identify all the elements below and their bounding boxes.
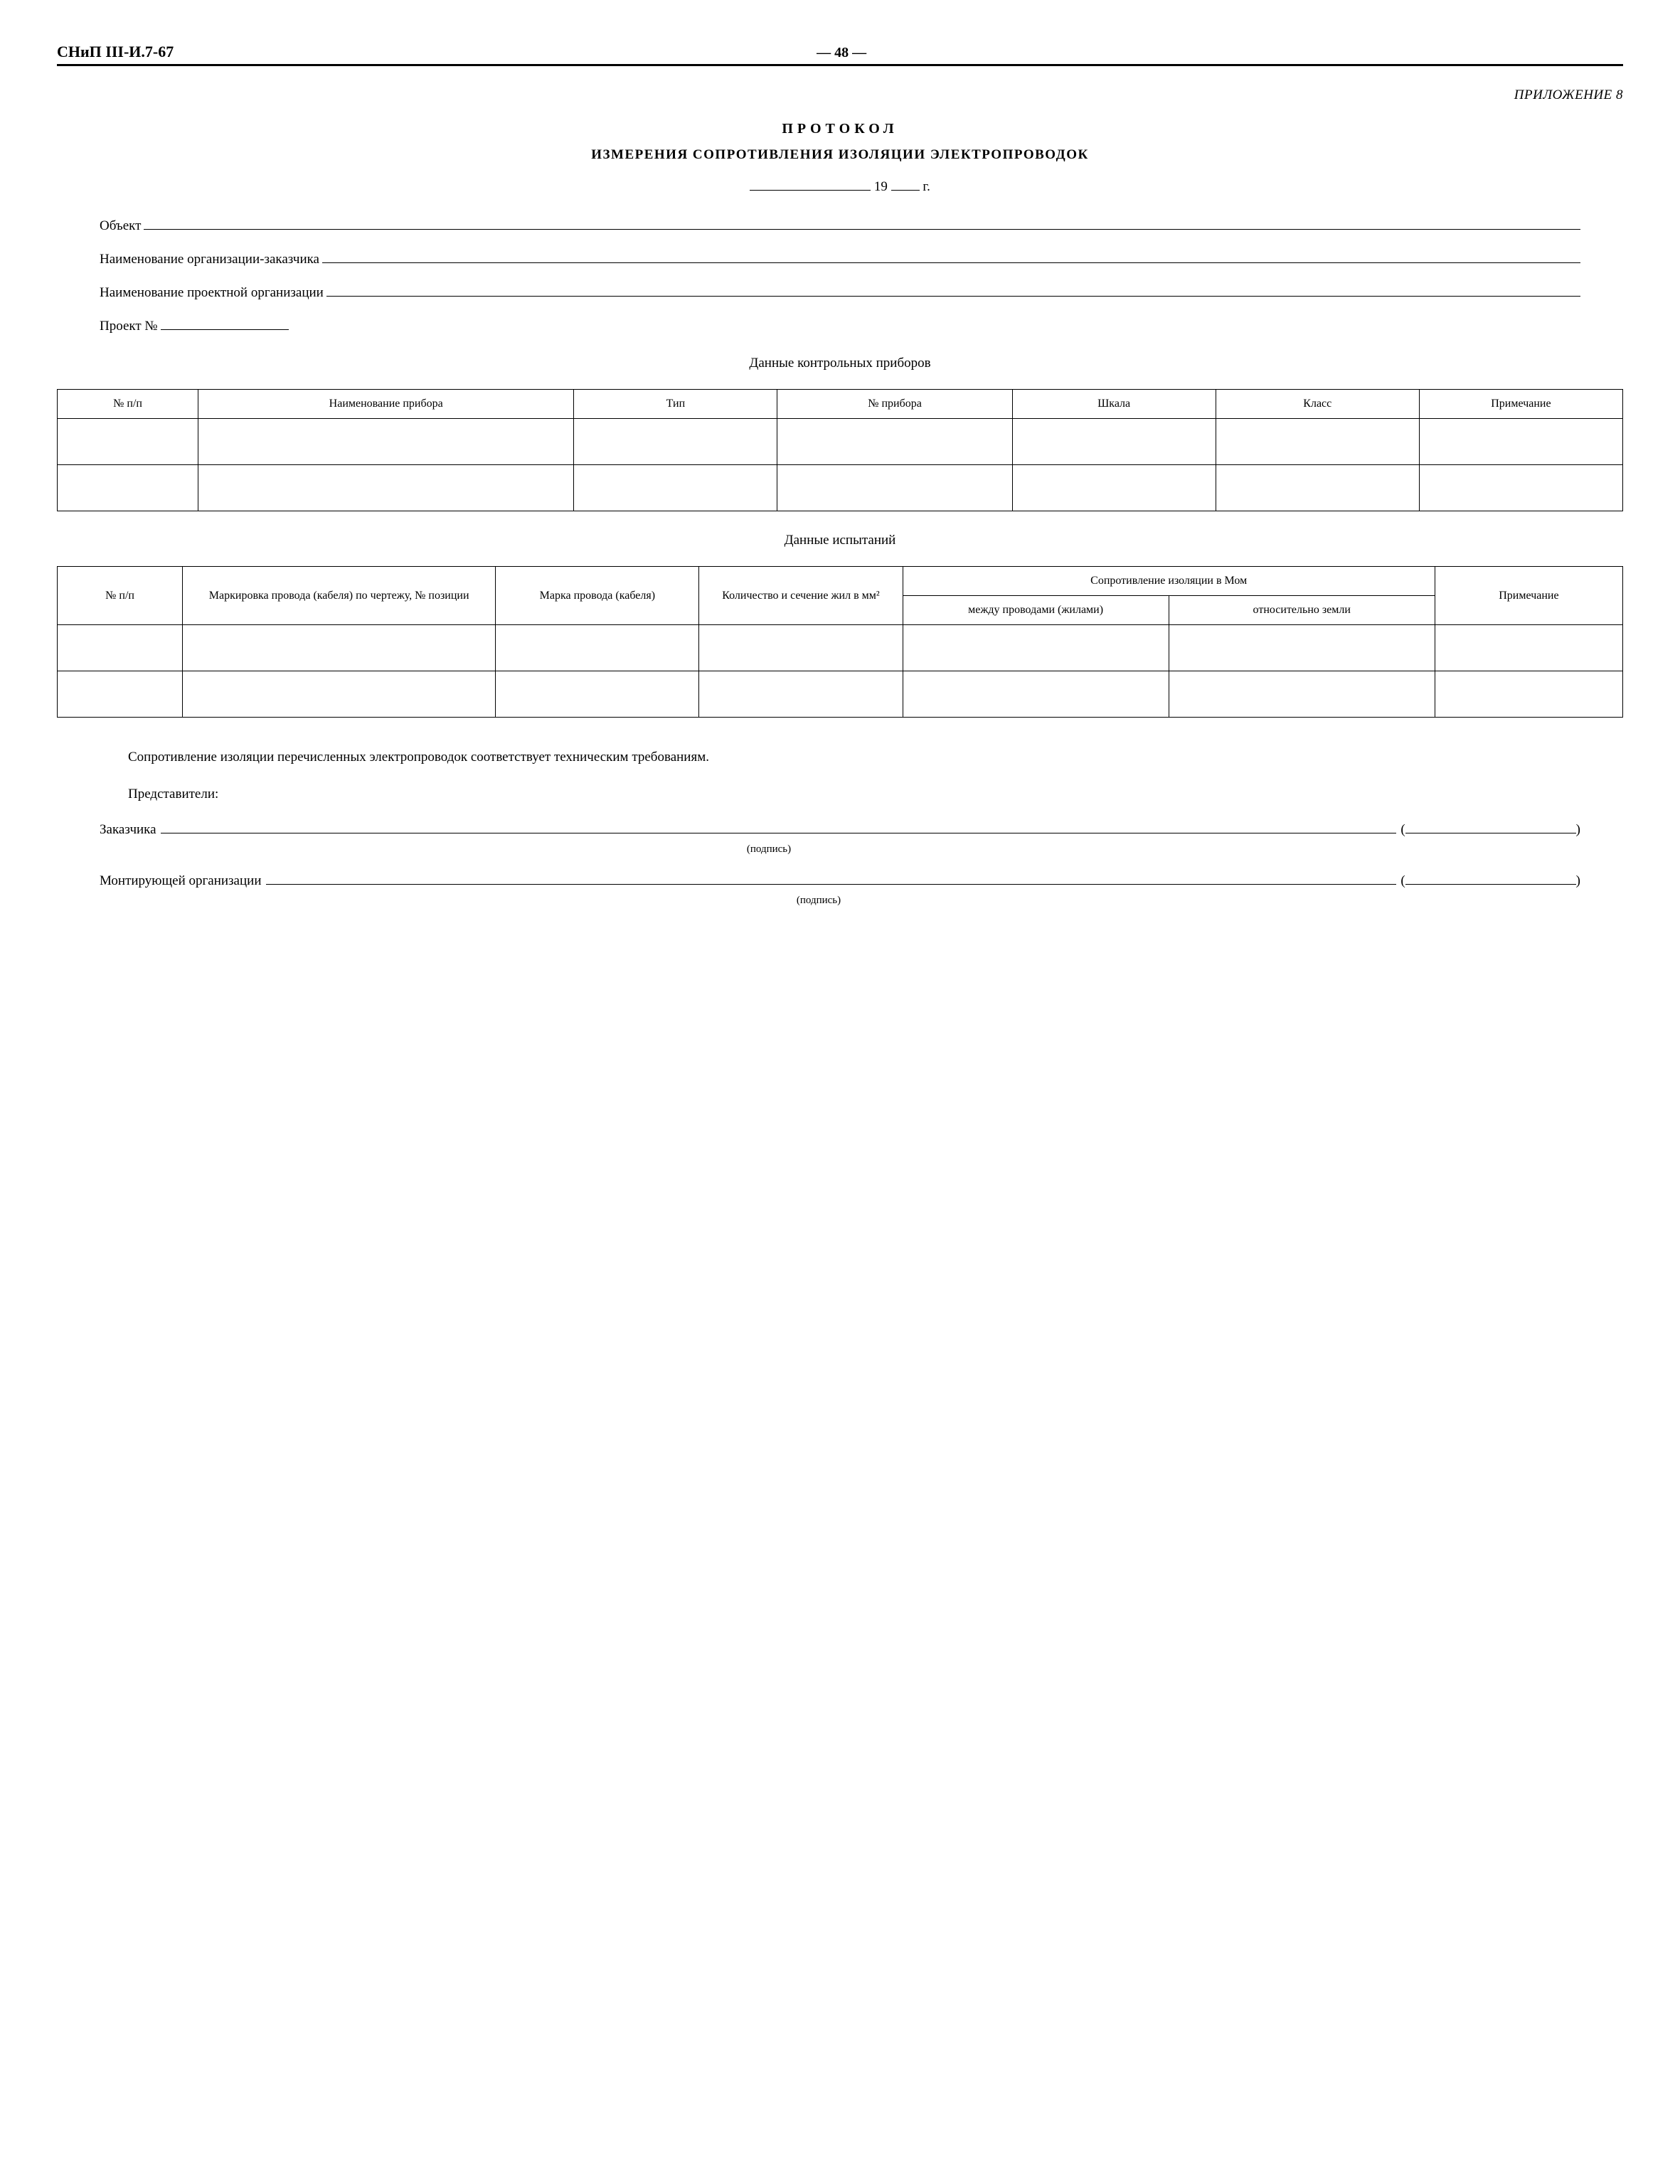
table-row [58,465,1623,511]
signature-customer: Заказчика ( ) [100,820,1580,838]
t1-col-header: Наименование прибора [198,390,574,419]
t1-col-header: № прибора [777,390,1012,419]
t1-col-header: Тип [574,390,777,419]
t2-col-note: Примечание [1435,567,1622,625]
conclusion-text: Сопротивление изоляции перечисленных эле… [100,750,1580,765]
field-customer-org: Наименование организации-заказчика [100,250,1580,267]
date-line: 19 г. [57,177,1623,195]
title-line-1: ПРОТОКОЛ [57,121,1623,137]
t1-col-header: Примечание [1419,390,1622,419]
field-object: Объект [100,216,1580,234]
tests-table: № п/п Маркировка провода (кабеля) по чер… [57,566,1623,718]
annex-label: ПРИЛОЖЕНИЕ 8 [57,87,1623,103]
title-line-2: ИЗМЕРЕНИЯ СОПРОТИВЛЕНИЯ ИЗОЛЯЦИИ ЭЛЕКТРО… [57,147,1623,163]
title-block: ПРОТОКОЛ ИЗМЕРЕНИЯ СОПРОТИВЛЕНИЯ ИЗОЛЯЦИ… [57,121,1623,163]
signature-installer-caption: (подпись) [100,895,1580,907]
section2-heading: Данные испытаний [57,533,1623,548]
t2-col-brand: Марка провода (кабеля) [496,567,699,625]
signature-installer: Монтирующей организации ( ) [100,871,1580,889]
representatives-label: Представители: [100,787,1580,802]
t2-col-marking: Маркировка провода (кабеля) по чертежу, … [183,567,496,625]
form-fields: Объект Наименование организации-заказчик… [100,216,1580,334]
t1-col-header: Класс [1216,390,1419,419]
t2-col-between: между проводами (жилами) [903,596,1169,625]
page-header: СНиП III-И.7-67 — 48 — [57,43,1623,66]
signature-customer-caption: (подпись) [100,843,1580,856]
table-row [58,419,1623,465]
t1-col-header: № п/п [58,390,198,419]
field-project-no: Проект № [100,316,1580,334]
t2-col-qty: Количество и сечение жил в мм² [699,567,903,625]
table-row [58,625,1623,671]
date-blank [750,177,871,191]
instruments-table: № п/пНаименование прибораТип№ прибораШка… [57,389,1623,511]
t2-col-npp: № п/п [58,567,183,625]
t2-col-ground: относительно земли [1169,596,1435,625]
t2-col-resistance-group: Сопротивление изоляции в Мом [903,567,1435,596]
document-code: СНиП III-И.7-67 [57,43,174,61]
field-design-org: Наименование проектной организации [100,283,1580,301]
t1-col-header: Шкала [1012,390,1216,419]
section1-heading: Данные контрольных приборов [57,356,1623,371]
year-blank [891,177,920,191]
page-number: — 48 — [817,45,866,61]
table-row [58,671,1623,718]
